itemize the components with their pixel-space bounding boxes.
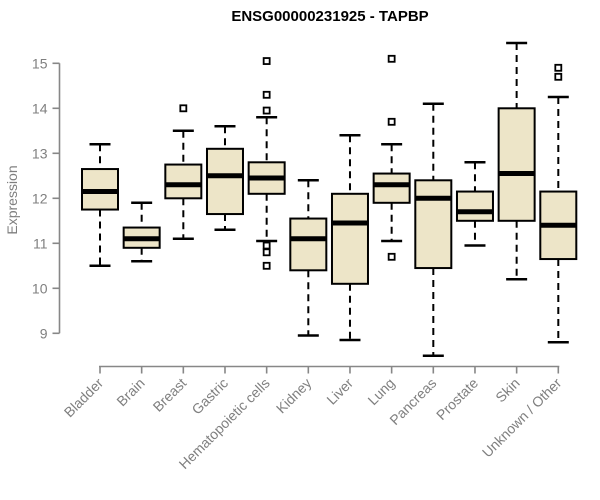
x-tick-label: Kidney [273, 375, 315, 417]
iqr-box [289, 217, 328, 272]
boxplot-kidney [289, 179, 328, 337]
iqr-box [497, 107, 536, 222]
y-tick-label: 14 [32, 100, 48, 116]
iqr-box [330, 192, 369, 285]
outlier-point [554, 63, 563, 72]
y-tick-label: 9 [40, 325, 48, 341]
iqr-box [205, 147, 244, 216]
iqr-box [164, 163, 203, 200]
y-tick-label: 15 [32, 55, 48, 71]
y-tick-label: 10 [32, 280, 48, 296]
outlier-point [262, 261, 271, 270]
boxplot-lung [372, 54, 411, 261]
x-tick-label: Liver [323, 375, 356, 408]
outlier-point [554, 72, 563, 81]
outlier-point [387, 252, 396, 261]
x-tick-label: Lung [364, 375, 397, 408]
iqr-box [455, 190, 494, 222]
iqr-box [414, 179, 453, 270]
boxplot-unknown-other [539, 63, 578, 344]
boxplot-liver [330, 134, 369, 342]
iqr-box [372, 172, 411, 204]
y-axis: 9 10 11 12 13 14 15 [32, 55, 61, 341]
boxplot-hematopoietic-cells [247, 57, 286, 270]
outlier-point [262, 248, 271, 257]
outlier-point [179, 104, 188, 113]
boxplot-breast [164, 104, 203, 241]
boxplot-prostate [455, 161, 494, 247]
boxplot-series [81, 41, 578, 358]
x-tick-label: Bladder [61, 375, 107, 421]
outlier-point [262, 241, 271, 250]
outlier-point [262, 90, 271, 99]
outlier-point [262, 57, 271, 65]
chart-title: ENSG00000231925 - TAPBP [231, 8, 428, 25]
outlier-point [387, 117, 396, 126]
y-tick-label: 12 [32, 190, 48, 206]
x-tick-label: Breast [150, 375, 190, 415]
x-tick-label: Prostate [433, 375, 481, 423]
boxplot-pancreas [414, 102, 453, 358]
boxplot-brain [122, 201, 161, 263]
x-tick-label: Brain [113, 375, 147, 409]
outlier-point [387, 54, 396, 63]
boxplot-gastric [205, 125, 244, 232]
x-tick-label: Unknown / Other [479, 375, 565, 461]
boxplot-bladder [81, 143, 119, 268]
boxplot-skin [497, 41, 536, 281]
y-tick-label: 11 [33, 235, 48, 251]
x-tick-label: Skin [492, 375, 523, 406]
outlier-point [262, 106, 271, 115]
y-axis-title: Expression [4, 165, 20, 234]
y-tick-label: 13 [32, 145, 48, 161]
